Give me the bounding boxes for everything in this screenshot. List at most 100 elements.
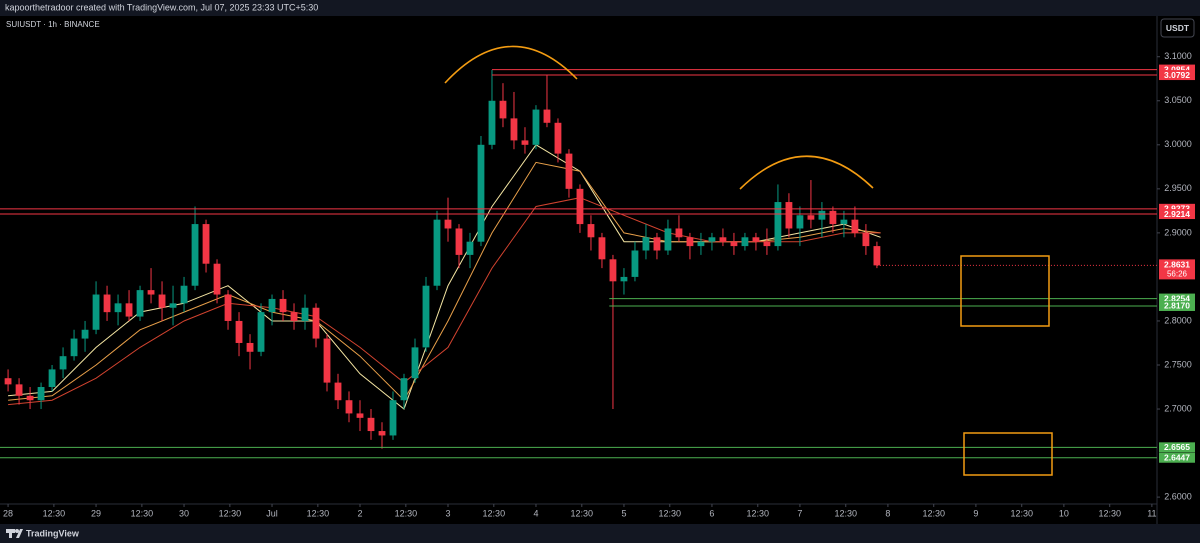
x-tick-label: 12:30 — [219, 508, 242, 518]
candle-body — [510, 118, 518, 141]
candle-body — [796, 215, 804, 229]
y-tick-label: 2.9500 — [1164, 183, 1192, 193]
y-tick-label: 2.7500 — [1164, 359, 1192, 369]
x-tick-label: Jul — [266, 508, 278, 518]
candle-body — [301, 307, 309, 321]
level-label-box — [1159, 203, 1195, 214]
y-tick-label: 3.0000 — [1164, 139, 1192, 149]
candle-body — [851, 219, 859, 233]
x-tick-label: 12:30 — [131, 508, 154, 518]
last-price-label: 2.8631 — [1164, 260, 1190, 270]
candle-body — [719, 237, 727, 242]
candle-body — [202, 224, 210, 264]
candle-body — [862, 232, 870, 247]
y-tick-label: 2.8000 — [1164, 315, 1192, 325]
level-label-box — [1159, 300, 1195, 311]
candle-body — [807, 215, 815, 220]
candle-body — [664, 228, 672, 251]
currency-button[interactable] — [1160, 18, 1195, 38]
candle-body — [444, 219, 452, 229]
x-tick-label: 12:30 — [834, 508, 857, 518]
moving-average — [8, 197, 881, 406]
candle-body — [345, 400, 353, 414]
x-tick-label: 11 — [1147, 508, 1156, 518]
candle-body — [499, 100, 507, 119]
candle-body — [81, 329, 89, 339]
candle-body — [213, 263, 221, 295]
candle-body — [224, 294, 232, 321]
candle-body — [367, 417, 375, 432]
brand: TradingView — [26, 528, 80, 538]
candle-body — [378, 431, 386, 436]
candle-body — [290, 312, 298, 321]
x-tick-label: 10 — [1059, 508, 1069, 518]
level-label: 2.9273 — [1164, 204, 1190, 214]
candle-body — [730, 241, 738, 247]
candle-body — [191, 224, 199, 286]
x-tick-label: 29 — [91, 508, 101, 518]
candle-body — [59, 356, 67, 370]
x-tick-label: 12:30 — [747, 508, 770, 518]
credit: kapoorthetradoor created with TradingVie… — [5, 2, 318, 12]
candle-body — [873, 246, 881, 266]
candle-body — [422, 285, 430, 348]
annotations — [444, 45, 1053, 476]
candle-body — [488, 100, 496, 145]
candle-body — [620, 276, 628, 282]
x-tick-label: 12:30 — [1010, 508, 1033, 518]
candle-body — [246, 342, 254, 352]
candle-body — [433, 219, 441, 286]
level-label: 2.8254 — [1164, 293, 1190, 303]
candle-body — [147, 290, 155, 295]
level-label: 3.0854 — [1164, 64, 1190, 74]
candle-body — [136, 290, 144, 317]
candle-body — [389, 400, 397, 436]
y-tick-label: 2.6000 — [1164, 491, 1192, 501]
candle-body — [466, 241, 474, 255]
candle-body — [763, 241, 771, 247]
candle-body — [70, 338, 78, 357]
candle-body — [653, 237, 661, 251]
candle-body — [92, 294, 100, 330]
x-tick-label: 8 — [885, 508, 890, 518]
arc — [739, 155, 874, 190]
candle-body — [642, 237, 650, 251]
candle-body — [554, 122, 562, 154]
candle-body — [4, 378, 12, 385]
candle-body — [48, 369, 56, 388]
candle-body — [169, 303, 177, 308]
y-tick-label: 3.0500 — [1164, 95, 1192, 105]
y-tick-label: 2.9000 — [1164, 227, 1192, 237]
candle-body — [180, 285, 188, 304]
level-label: 2.8170 — [1164, 301, 1190, 311]
candle-body — [587, 224, 595, 238]
candle-body — [15, 384, 23, 396]
symbol: SUIUSDT · 1h · BINANCE — [6, 20, 100, 29]
candle-body — [334, 382, 342, 401]
level-label-box — [1159, 64, 1195, 75]
candle-body — [532, 109, 540, 145]
candle-body — [818, 210, 826, 220]
candle-body — [125, 303, 133, 317]
candle-body — [609, 259, 617, 282]
x-tick-label: 2 — [357, 508, 362, 518]
y-tick-label: 3.1000 — [1164, 51, 1192, 61]
candle-body — [785, 202, 793, 229]
countdown: 56:26 — [1167, 269, 1188, 278]
candle-body — [26, 395, 34, 401]
x-tick-label: 12:30 — [483, 508, 506, 518]
candle-body — [279, 298, 287, 313]
candle-body — [741, 237, 749, 247]
x-tick-label: 12:30 — [571, 508, 594, 518]
x-tick-label: 7 — [797, 508, 802, 518]
x-tick-label: 30 — [179, 508, 189, 518]
candle-body — [840, 219, 848, 225]
currency[interactable]: USDT — [1166, 23, 1190, 33]
candle-body — [268, 298, 276, 313]
x-tick-label: 3 — [445, 508, 450, 518]
level-label-box — [1159, 442, 1195, 453]
candle-body — [708, 237, 716, 242]
candle-body — [521, 140, 529, 145]
